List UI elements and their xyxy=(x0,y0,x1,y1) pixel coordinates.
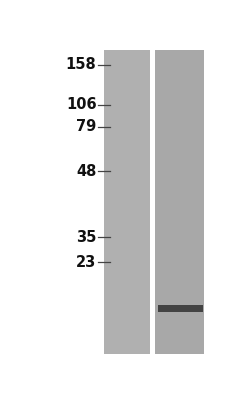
Text: 158: 158 xyxy=(66,58,96,72)
Text: 23: 23 xyxy=(76,254,96,270)
Bar xyxy=(154,50,203,354)
Text: 106: 106 xyxy=(66,98,96,112)
Text: 48: 48 xyxy=(76,164,96,179)
Bar xyxy=(158,305,202,312)
Text: 35: 35 xyxy=(76,230,96,245)
Bar xyxy=(103,50,149,354)
Text: 79: 79 xyxy=(76,119,96,134)
Bar xyxy=(149,50,154,354)
